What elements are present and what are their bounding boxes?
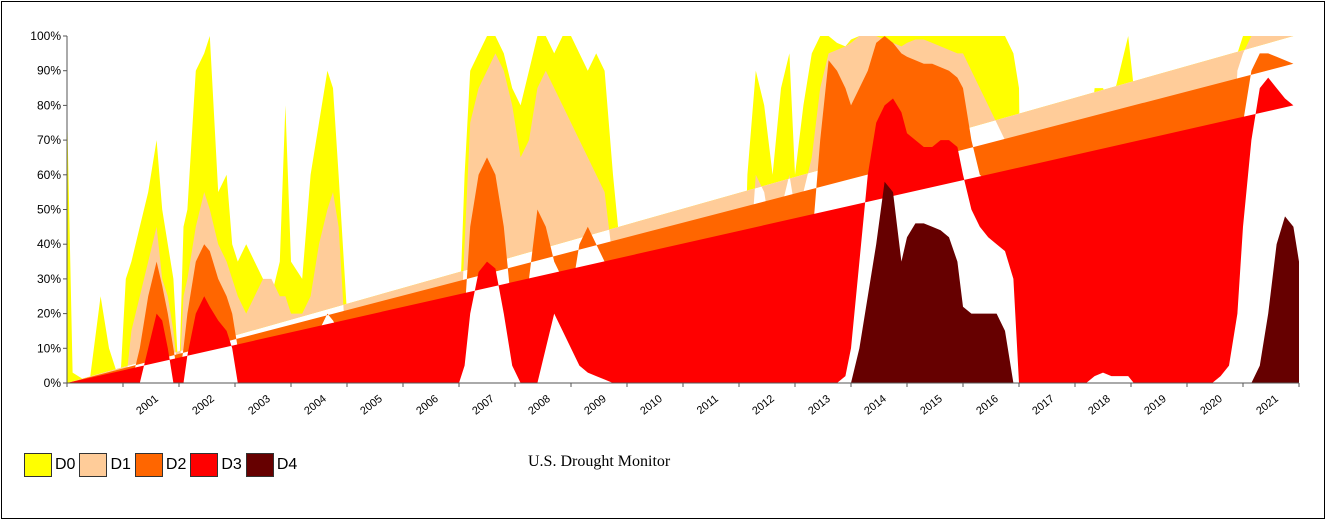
x-tick-label: 2020 <box>1198 393 1225 418</box>
y-tick-label: 100% <box>30 29 61 43</box>
y-tick-label: 70% <box>37 133 61 147</box>
legend-swatch-d3 <box>190 453 219 477</box>
x-tick-label: 2019 <box>1142 393 1169 418</box>
x-tick-label: 2006 <box>414 393 441 418</box>
x-tick-label: 2018 <box>1086 393 1113 418</box>
x-tick-label: 2014 <box>862 393 889 418</box>
y-tick-label: 30% <box>37 272 61 286</box>
x-tick-label: 2003 <box>246 393 273 418</box>
drought-area-chart: 0% 10% 20% 30% 40% 50% 60% 70% 80% 90% 100% 2001 200… <box>30 29 1300 418</box>
area-series-d4 <box>67 181 1299 383</box>
legend-label-d0: D0 <box>55 456 76 473</box>
y-tick-label: 80% <box>37 98 61 112</box>
x-tick-label: 2001 <box>134 393 161 418</box>
y-tick-label: 20% <box>37 307 61 321</box>
x-tick-label: 2012 <box>750 393 777 418</box>
x-tick-label: 2002 <box>190 393 217 418</box>
legend-swatch-d2 <box>134 453 163 477</box>
x-tick-label: 2004 <box>302 393 329 418</box>
y-tick-label: 0% <box>44 376 62 390</box>
legend-item-d1: D1 <box>79 453 131 477</box>
x-tick-label: 2021 <box>1254 393 1281 418</box>
legend-label-d4: D4 <box>276 456 298 473</box>
y-tick-label: 40% <box>37 237 61 251</box>
x-tick-label: 2005 <box>358 393 385 418</box>
x-tick-label: 2008 <box>526 393 553 418</box>
area-series-d3 <box>67 77 1294 383</box>
area-series-group <box>67 36 1299 383</box>
area-series-d1 <box>67 36 1294 383</box>
legend: D0 D1 D2 D3 D4 <box>24 453 301 477</box>
x-tick-label: 2017 <box>1030 393 1057 418</box>
x-tick-label: 2013 <box>806 393 833 418</box>
source-label: U.S. Drought Monitor <box>528 453 671 470</box>
legend-swatch-d4 <box>245 453 274 477</box>
legend-item-d2: D2 <box>134 453 187 477</box>
legend-item-d0: D0 <box>24 453 75 477</box>
x-tick-label: 2011 <box>695 393 721 417</box>
x-tick-label: 2016 <box>974 393 1001 418</box>
legend-label-d1: D1 <box>110 456 131 473</box>
legend-label-d3: D3 <box>221 456 242 473</box>
x-tick-label: 2007 <box>470 393 497 418</box>
legend-swatch-d1 <box>79 453 108 477</box>
legend-label-d2: D2 <box>165 456 187 473</box>
legend-item-d4: D4 <box>245 453 298 477</box>
y-tick-label: 50% <box>37 203 61 217</box>
y-tick-label: 10% <box>37 341 61 355</box>
legend-item-d3: D3 <box>190 453 242 477</box>
y-tick-label: 90% <box>37 64 61 78</box>
x-tick-label: 2015 <box>918 393 945 418</box>
x-tick-label: 2009 <box>582 393 609 418</box>
x-tick-label: 2010 <box>638 393 665 418</box>
y-tick-label: 60% <box>37 168 61 182</box>
legend-swatch-d0 <box>24 453 52 477</box>
